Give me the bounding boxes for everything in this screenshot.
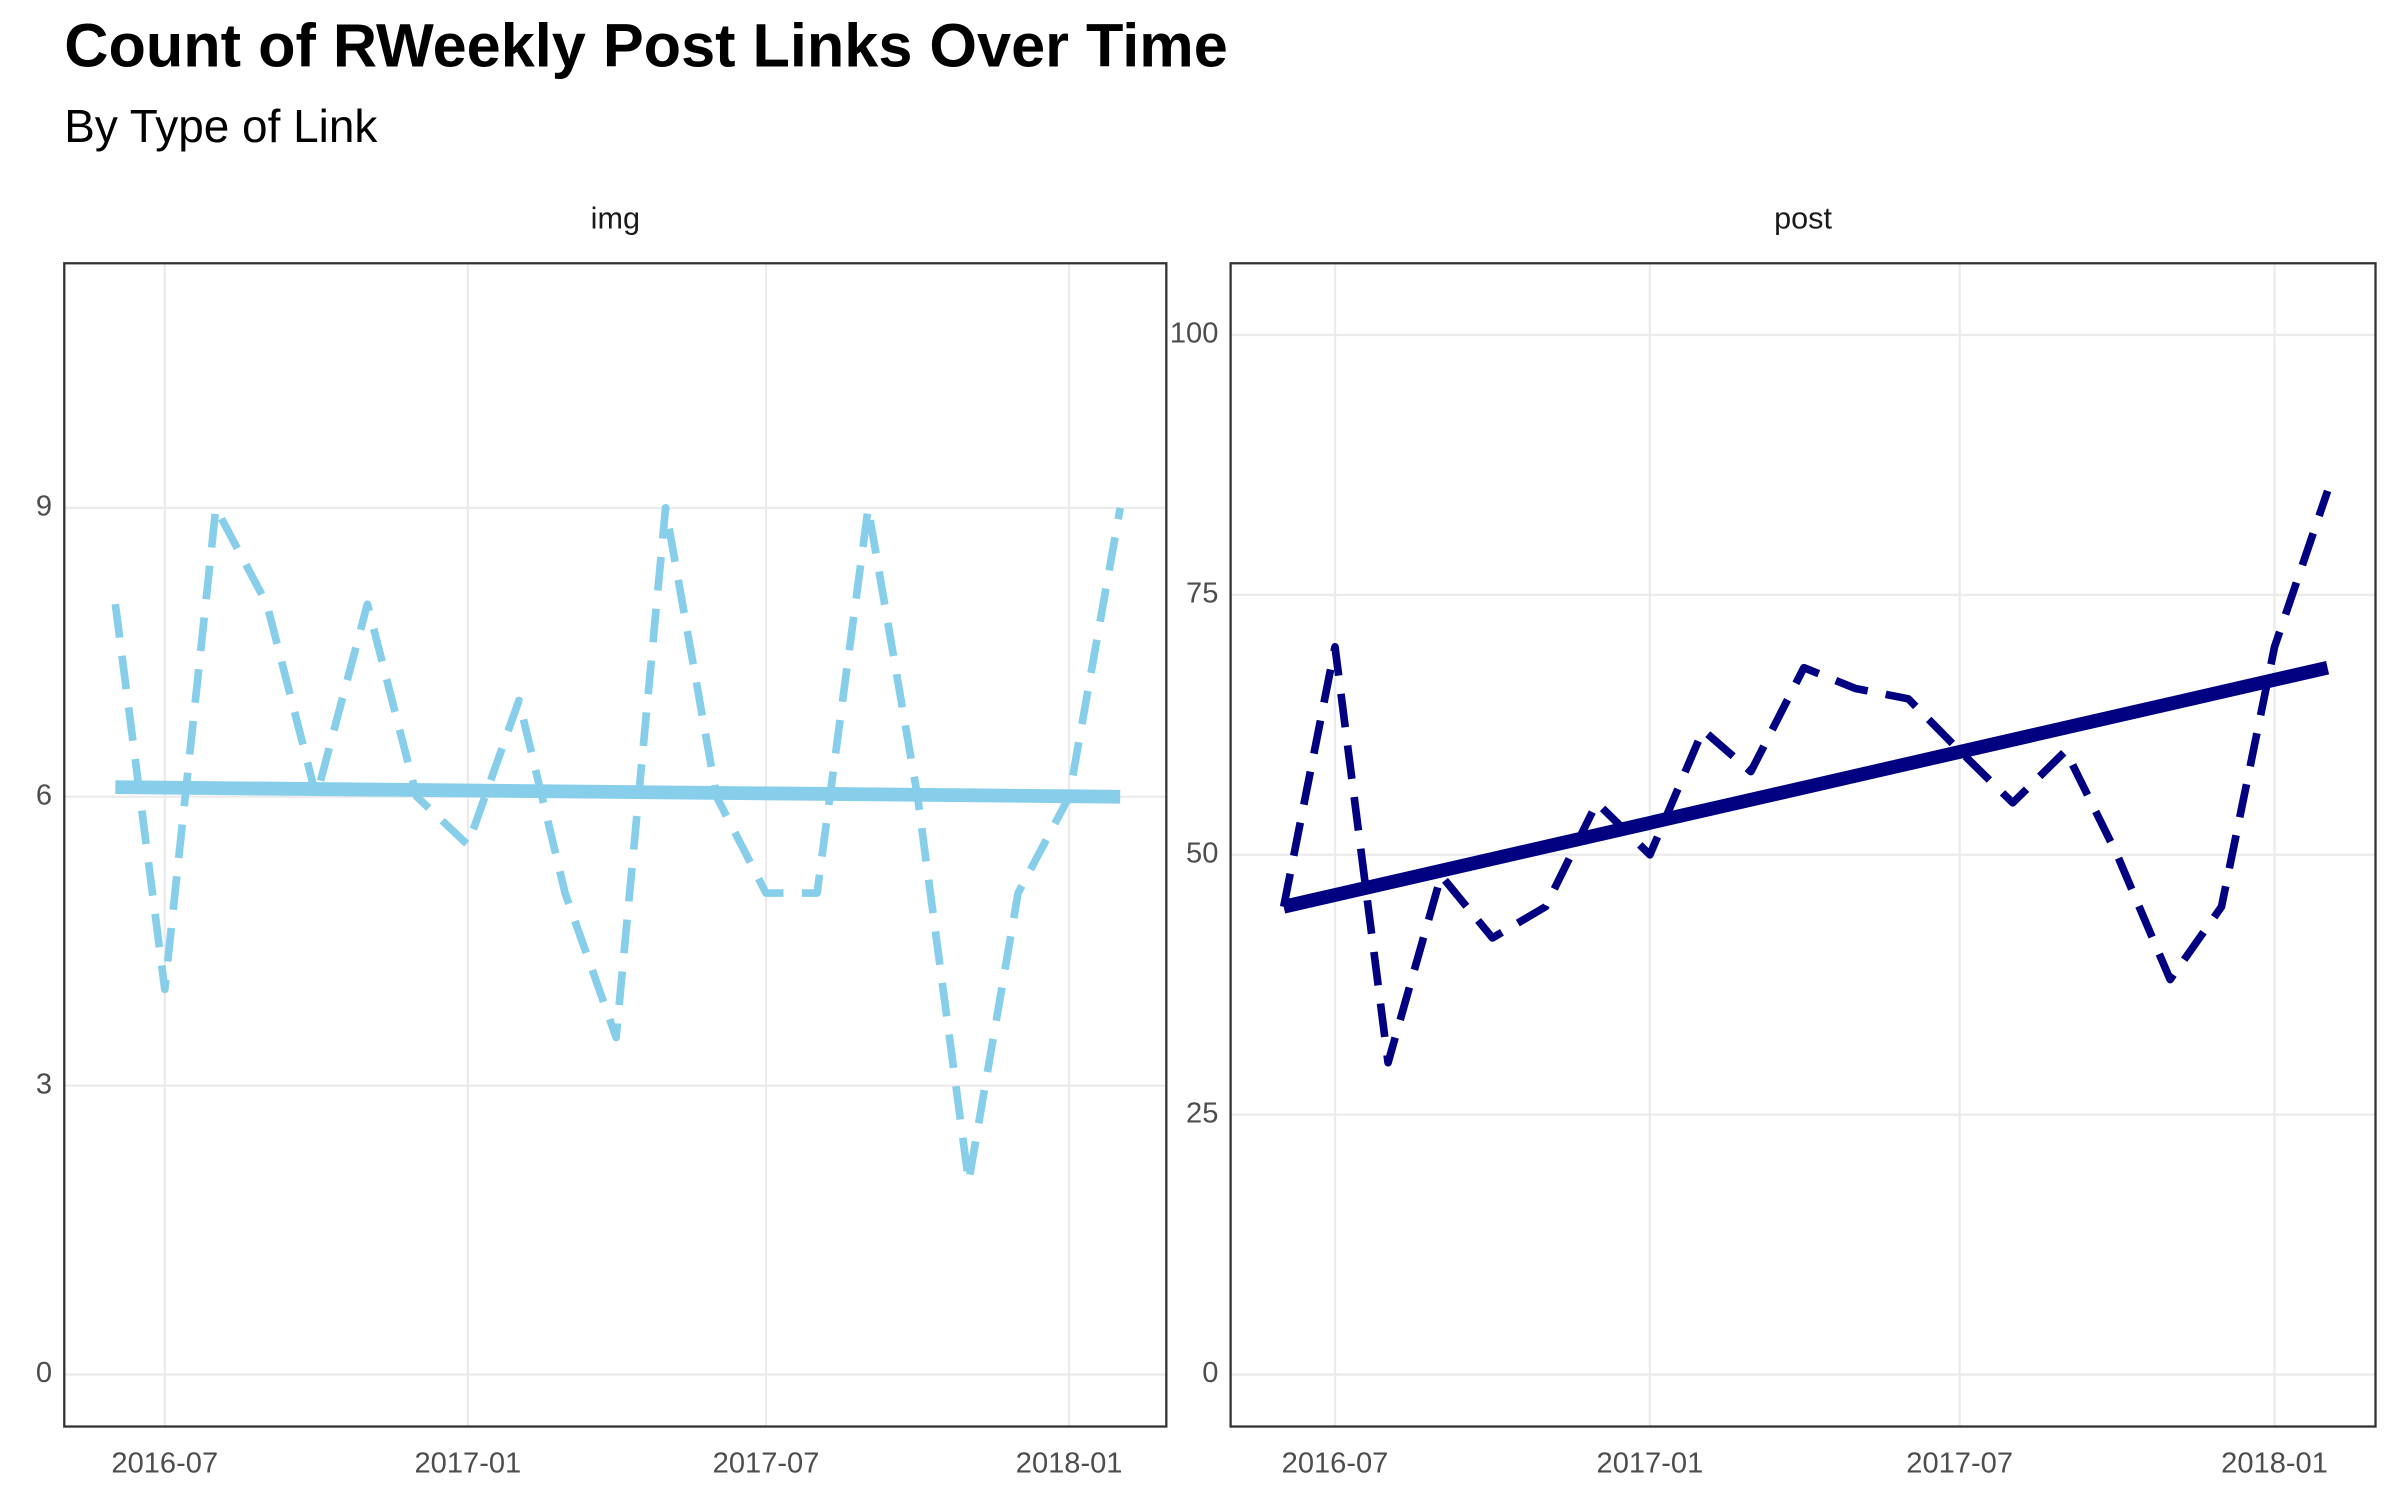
chart-subtitle: By Type of Link	[64, 100, 378, 152]
x-tick-label: 2016-07	[111, 1447, 218, 1479]
y-tick-label: 0	[1202, 1357, 1218, 1389]
x-tick-label: 2017-07	[1906, 1447, 2013, 1479]
y-tick-label: 0	[36, 1357, 52, 1389]
facet-label: img	[591, 202, 640, 236]
y-tick-label: 3	[36, 1068, 52, 1100]
trend-line	[115, 780, 1121, 804]
x-tick-label: 2016-07	[1282, 1447, 1389, 1479]
chart-title: Count of RWeekly Post Links Over Time	[64, 12, 1227, 80]
x-tick-label: 2018-01	[2221, 1447, 2328, 1479]
x-tick-label: 2017-07	[713, 1447, 820, 1479]
x-tick-label: 2018-01	[1016, 1447, 1123, 1479]
y-tick-label: 100	[1170, 318, 1219, 350]
x-tick-label: 2017-01	[1597, 1447, 1704, 1479]
y-tick-label: 75	[1186, 578, 1218, 610]
y-tick-label: 50	[1186, 837, 1218, 869]
panel-border	[1229, 262, 2377, 1428]
data-line	[111, 504, 1124, 1186]
facet-label: post	[1774, 202, 1832, 236]
panel-border	[63, 262, 1168, 1428]
y-tick-label: 25	[1186, 1097, 1218, 1129]
y-tick-label: 9	[36, 491, 52, 523]
data-line	[1279, 489, 2332, 1067]
y-tick-label: 6	[36, 779, 52, 811]
trend-line	[1282, 660, 2330, 914]
x-tick-label: 2017-01	[415, 1447, 522, 1479]
